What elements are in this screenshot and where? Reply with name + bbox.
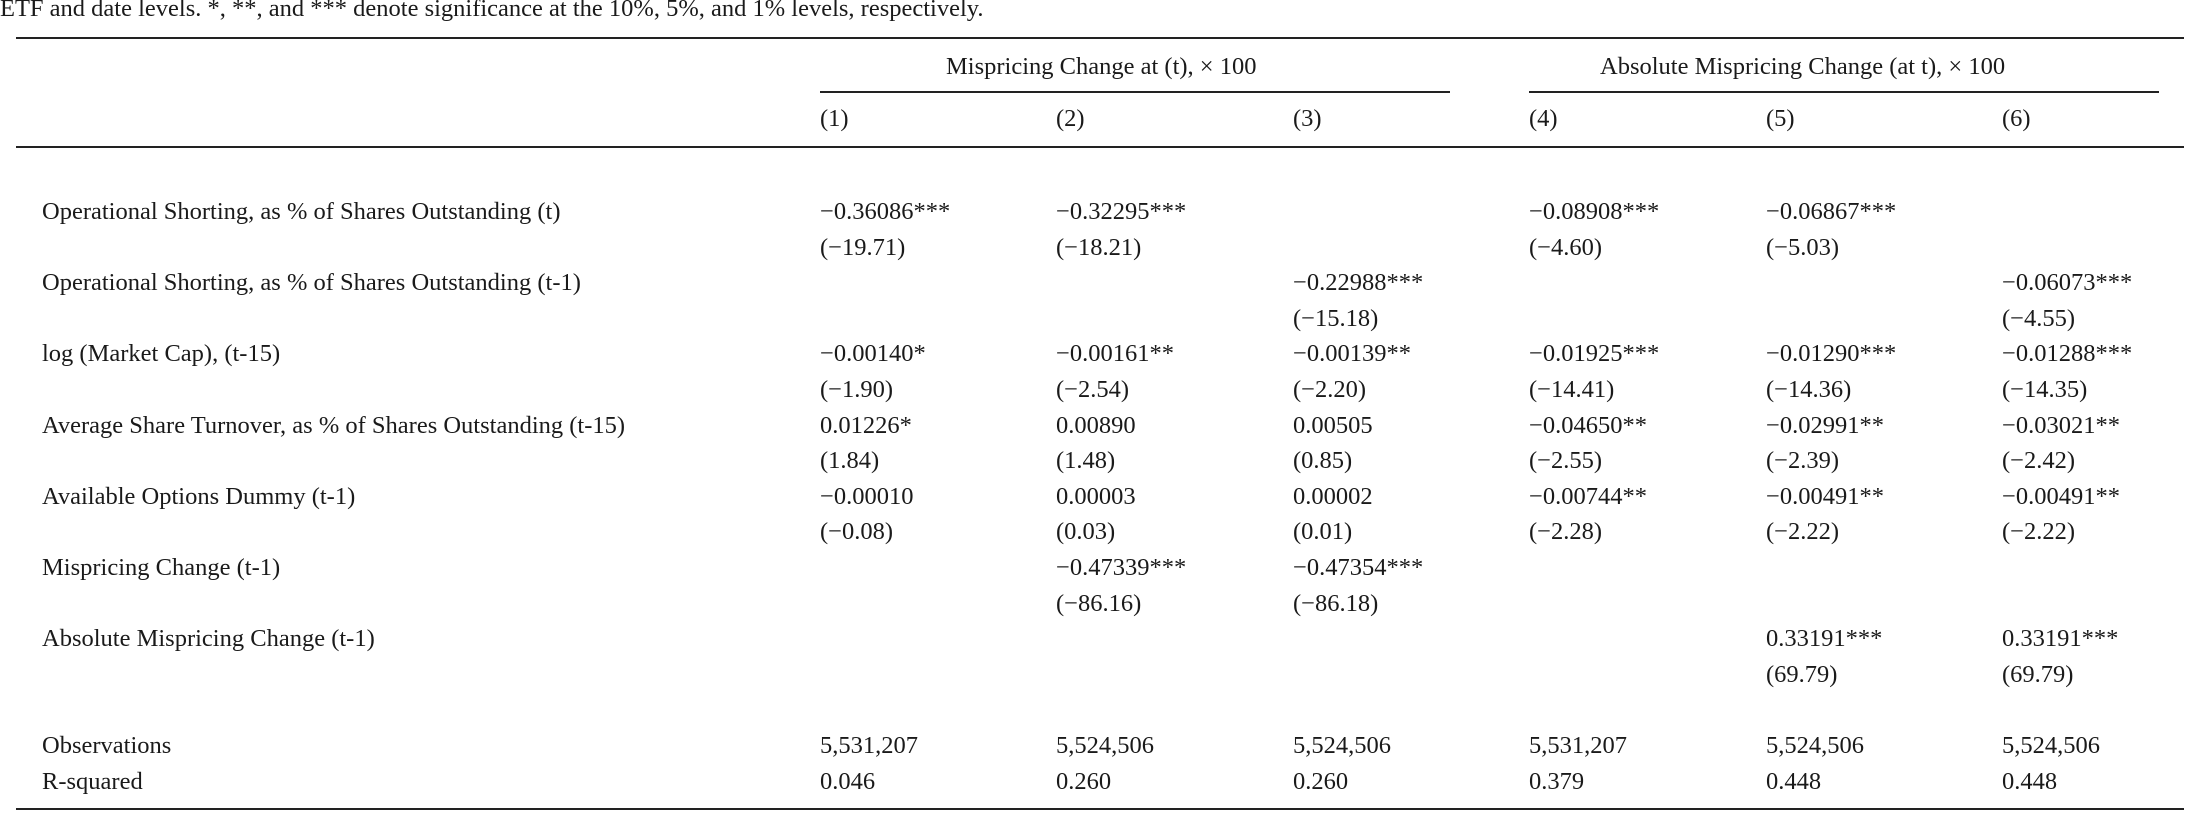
t-stat-cell: (−14.41) bbox=[1529, 375, 1615, 403]
stat-value: 0.260 bbox=[1056, 768, 1112, 795]
coefficient-cell: −0.01290*** bbox=[1766, 340, 1897, 368]
stat-value: 0.379 bbox=[1529, 768, 1585, 795]
t-stat-cell: (−2.39) bbox=[1766, 447, 1840, 475]
t-stat-cell: (−2.55) bbox=[1529, 447, 1603, 475]
row-label: Operational Shorting, as % of Shares Out… bbox=[42, 269, 581, 297]
coefficient-cell: 0.00002 bbox=[1293, 482, 1373, 510]
row-label: log (Market Cap), (t-15) bbox=[42, 340, 281, 368]
stat-value: 5,524,506 bbox=[1056, 732, 1154, 759]
coefficient-cell: −0.47354*** bbox=[1293, 554, 1424, 581]
t-stat-cell: (−4.55) bbox=[2002, 304, 2076, 332]
column-number: (1) bbox=[820, 105, 849, 132]
t-stat-cell: (−2.22) bbox=[2002, 518, 2076, 546]
t-stat-cell: (−2.54) bbox=[1056, 375, 1130, 403]
coefficient-cell: 0.00505 bbox=[1293, 411, 1373, 439]
coefficient-cell: −0.06867*** bbox=[1766, 198, 1897, 225]
coefficient-cell: −0.36086*** bbox=[820, 198, 951, 225]
group-rule-right bbox=[1529, 91, 2159, 93]
t-stat-cell: (1.48) bbox=[1056, 447, 1116, 475]
t-stat-cell: (−14.35) bbox=[2002, 375, 2088, 403]
row-label: Absolute Mispricing Change (t-1) bbox=[42, 625, 375, 653]
t-stat-cell: (−2.20) bbox=[1293, 375, 1367, 403]
t-stat-cell: (−2.28) bbox=[1529, 518, 1603, 546]
t-stat-cell: (69.79) bbox=[1766, 660, 1838, 688]
table-caption: ETF and date levels. *, **, and *** deno… bbox=[0, 0, 984, 22]
stat-label: Observations bbox=[42, 732, 172, 759]
column-number: (3) bbox=[1293, 105, 1322, 132]
coefficient-cell: −0.32295*** bbox=[1056, 198, 1187, 225]
stat-value: 0.260 bbox=[1293, 768, 1349, 795]
t-stat-cell: (0.03) bbox=[1056, 518, 1116, 546]
coefficient-cell: −0.02991** bbox=[1766, 411, 1884, 439]
column-number: (5) bbox=[1766, 105, 1795, 132]
t-stat-cell: (−4.60) bbox=[1529, 233, 1603, 261]
group-header-mispricing: Mispricing Change at (t), × 100 bbox=[946, 53, 1257, 80]
coefficient-cell: −0.00491** bbox=[1766, 482, 1884, 510]
coefficient-cell: −0.00140* bbox=[820, 340, 926, 368]
t-stat-cell: (69.79) bbox=[2002, 660, 2074, 688]
coefficient-cell: −0.00010 bbox=[820, 482, 914, 510]
t-stat-cell: (−0.08) bbox=[820, 518, 894, 546]
group-header-absolute-mispricing: Absolute Mispricing Change (at t), × 100 bbox=[1600, 53, 2006, 80]
column-number: (6) bbox=[2002, 105, 2031, 132]
coefficient-cell: 0.01226* bbox=[820, 411, 912, 439]
header-rule bbox=[16, 146, 2184, 148]
group-rule-left bbox=[820, 91, 1450, 93]
coefficient-cell: −0.47339*** bbox=[1056, 554, 1187, 581]
coefficient-cell: 0.00890 bbox=[1056, 411, 1136, 439]
t-stat-cell: (−86.18) bbox=[1293, 589, 1379, 617]
stat-value: 5,524,506 bbox=[2002, 732, 2100, 759]
t-stat-cell: (−2.42) bbox=[2002, 447, 2076, 475]
stat-value: 0.448 bbox=[1766, 768, 1822, 795]
coefficient-cell: −0.22988*** bbox=[1293, 269, 1424, 297]
t-stat-cell: (−1.90) bbox=[820, 375, 894, 403]
t-stat-cell: (−5.03) bbox=[1766, 233, 1840, 261]
row-label: Average Share Turnover, as % of Shares O… bbox=[42, 411, 626, 439]
coefficient-cell: 0.00003 bbox=[1056, 482, 1136, 510]
coefficient-cell: −0.00161** bbox=[1056, 340, 1174, 368]
coefficient-cell: −0.03021** bbox=[2002, 411, 2120, 439]
t-stat-cell: (−2.22) bbox=[1766, 518, 1840, 546]
row-label: Operational Shorting, as % of Shares Out… bbox=[42, 198, 561, 225]
coefficient-cell: 0.33191*** bbox=[2002, 625, 2119, 653]
stat-value: 5,531,207 bbox=[820, 732, 918, 759]
t-stat-cell: (−15.18) bbox=[1293, 304, 1379, 332]
stat-value: 5,524,506 bbox=[1766, 732, 1864, 759]
row-label: Mispricing Change (t-1) bbox=[42, 554, 281, 581]
t-stat-cell: (−14.36) bbox=[1766, 375, 1852, 403]
row-label: Available Options Dummy (t-1) bbox=[42, 482, 356, 510]
t-stat-cell: (−18.21) bbox=[1056, 233, 1142, 261]
t-stat-cell: (0.85) bbox=[1293, 447, 1353, 475]
coefficient-cell: −0.06073*** bbox=[2002, 269, 2133, 297]
coefficient-cell: 0.33191*** bbox=[1766, 625, 1883, 653]
stat-value: 0.046 bbox=[820, 768, 876, 795]
t-stat-cell: (−19.71) bbox=[820, 233, 906, 261]
coefficient-cell: −0.08908*** bbox=[1529, 198, 1660, 225]
coefficient-cell: −0.01288*** bbox=[2002, 340, 2133, 368]
t-stat-cell: (1.84) bbox=[820, 447, 880, 475]
column-number: (2) bbox=[1056, 105, 1085, 132]
stat-label: R-squared bbox=[42, 768, 143, 795]
column-number: (4) bbox=[1529, 105, 1558, 132]
coefficient-cell: −0.00744** bbox=[1529, 482, 1647, 510]
t-stat-cell: (−86.16) bbox=[1056, 589, 1142, 617]
coefficient-cell: −0.00139** bbox=[1293, 340, 1411, 368]
t-stat-cell: (0.01) bbox=[1293, 518, 1353, 546]
stat-value: 5,531,207 bbox=[1529, 732, 1627, 759]
stat-value: 5,524,506 bbox=[1293, 732, 1391, 759]
stat-value: 0.448 bbox=[2002, 768, 2058, 795]
coefficient-cell: −0.04650** bbox=[1529, 411, 1647, 439]
top-rule bbox=[16, 37, 2184, 39]
coefficient-cell: −0.00491** bbox=[2002, 482, 2120, 510]
coefficient-cell: −0.01925*** bbox=[1529, 340, 1660, 368]
bottom-rule bbox=[16, 808, 2184, 810]
